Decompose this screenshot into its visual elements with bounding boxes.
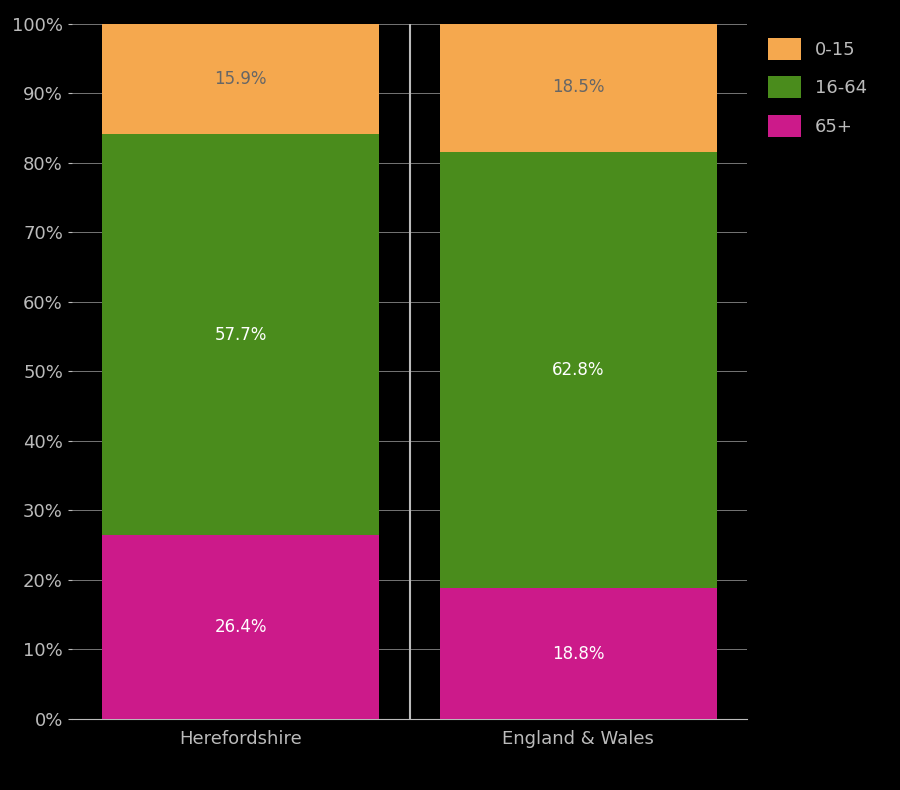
Bar	[440, 23, 716, 152]
Text: 15.9%: 15.9%	[214, 70, 267, 88]
Text: 26.4%: 26.4%	[214, 618, 267, 636]
Bar	[103, 134, 379, 536]
Bar	[103, 24, 379, 134]
Bar	[103, 536, 379, 719]
Text: 57.7%: 57.7%	[214, 325, 267, 344]
Text: 18.5%: 18.5%	[552, 78, 605, 96]
Text: 18.8%: 18.8%	[552, 645, 605, 663]
Text: 62.8%: 62.8%	[552, 361, 605, 379]
Bar	[440, 589, 716, 719]
Legend: 0-15, 16-64, 65+: 0-15, 16-64, 65+	[763, 32, 873, 142]
Bar	[440, 152, 716, 589]
